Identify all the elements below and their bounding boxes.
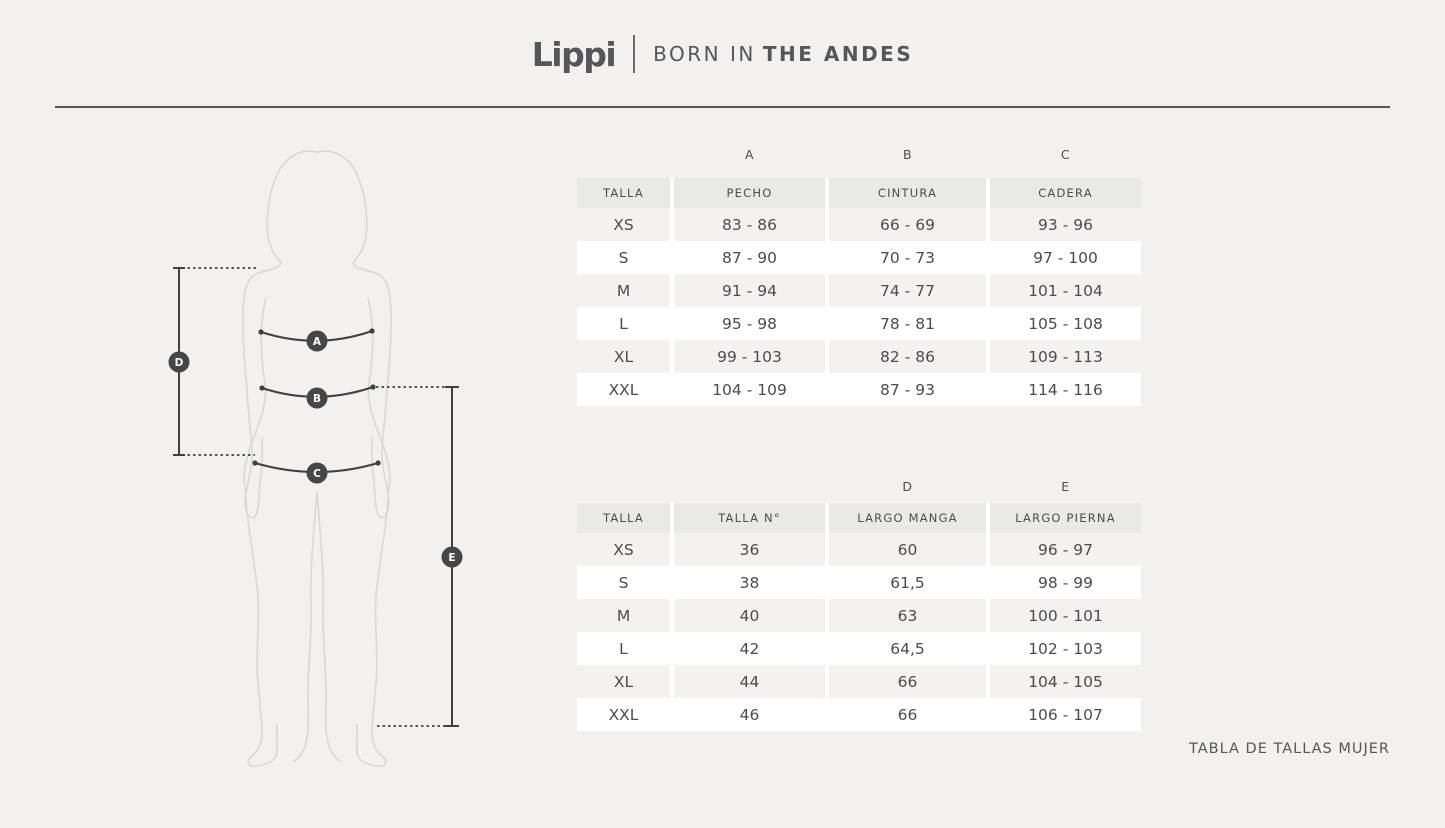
table-cell: 96 - 97 (990, 533, 1141, 566)
marker-c-label: C (313, 468, 321, 480)
lippi-logo: Lippi (531, 34, 617, 74)
table-cell: 42 (674, 632, 825, 665)
column-letter-a: A (744, 147, 755, 162)
table-cell: L (577, 307, 670, 340)
marker-d-badge (168, 351, 190, 373)
table-cell: 46 (674, 698, 825, 731)
tagline-bold: THE ANDES (762, 42, 914, 66)
column-letter-empty (674, 478, 825, 495)
column-letter-empty (577, 478, 670, 495)
table-cell: 66 (829, 665, 986, 698)
marker-b-label: B (313, 393, 321, 405)
table-cell: 70 - 73 (829, 241, 986, 274)
logo-separator (633, 35, 636, 73)
column-letter-empty (577, 146, 670, 163)
table-cell: 109 - 113 (990, 340, 1141, 373)
table-cell: 44 (674, 665, 825, 698)
table-cell: 36 (674, 533, 825, 566)
table-cell: 87 - 90 (674, 241, 825, 274)
marker-e-badge (441, 546, 463, 568)
table-cell: 97 - 100 (990, 241, 1141, 274)
table-cell: 106 - 107 (990, 698, 1141, 731)
table-header-largo-manga: LARGO MANGA (829, 503, 986, 533)
column-letter-c: C (1060, 147, 1071, 162)
table-cell: 60 (829, 533, 986, 566)
table-cell: 114 - 116 (990, 373, 1141, 406)
table-header-pecho: PECHO (674, 178, 825, 208)
table-cell: 101 - 104 (990, 274, 1141, 307)
column-letter-d: D (902, 479, 913, 494)
marker-a-label: A (313, 336, 322, 348)
female-silhouette-figure: A B C D E (168, 150, 463, 767)
marker-a-badge (306, 330, 328, 352)
table-header-largo-pierna: LARGO PIERNA (990, 503, 1141, 533)
table-cell: XXL (577, 698, 670, 731)
table-cell: 61,5 (829, 566, 986, 599)
table-cell: 66 (829, 698, 986, 731)
table-header-talla: TALLA (577, 178, 670, 208)
body-measurement-diagram: A B C D E (140, 130, 470, 790)
table-cell: XS (577, 533, 670, 566)
table-cell: 104 - 105 (990, 665, 1141, 698)
table-header-talla: TALLA (577, 503, 670, 533)
chart-caption: TABLA DE TALLAS MUJER (1189, 741, 1390, 757)
table-cell: 74 - 77 (829, 274, 986, 307)
table-cell: 40 (674, 599, 825, 632)
table-cell: 63 (829, 599, 986, 632)
marker-c-badge (306, 462, 328, 484)
table-cell: M (577, 599, 670, 632)
column-letter-b: B (902, 147, 913, 162)
table-cell: 66 - 69 (829, 208, 986, 241)
table-cell: XXL (577, 373, 670, 406)
table-cell: S (577, 241, 670, 274)
table-cell: L (577, 632, 670, 665)
table-header-talla-numero: TALLA N° (674, 503, 825, 533)
table-cell: 93 - 96 (990, 208, 1141, 241)
header-divider (55, 106, 1390, 108)
table-cell: 99 - 103 (674, 340, 825, 373)
size-table-lengths: TALLA TALLA N° LARGO MANGA LARGO PIERNA … (577, 503, 1141, 731)
table-header-cadera: CADERA (990, 178, 1141, 208)
table-cell: 100 - 101 (990, 599, 1141, 632)
size-table-circumferences: TALLA PECHO CINTURA CADERA XS 83 - 86 66 -… (577, 178, 1141, 406)
marker-e-label: E (448, 552, 455, 564)
marker-b-badge (306, 387, 328, 409)
arc-end-dots (252, 328, 381, 466)
table-cell: 83 - 86 (674, 208, 825, 241)
table-cell: M (577, 274, 670, 307)
marker-badges: A B C D E (168, 330, 463, 568)
brand-header: Lippi BORN IN THE ANDES (0, 28, 1445, 80)
table-header-cintura: CINTURA (829, 178, 986, 208)
table-cell: 64,5 (829, 632, 986, 665)
table-cell: 82 - 86 (829, 340, 986, 373)
table-cell: XL (577, 340, 670, 373)
table-cell: XL (577, 665, 670, 698)
table-cell: S (577, 566, 670, 599)
table-cell: 95 - 98 (674, 307, 825, 340)
table-cell: 104 - 109 (674, 373, 825, 406)
table-cell: 102 - 103 (990, 632, 1141, 665)
table-cell: 98 - 99 (990, 566, 1141, 599)
table-cell: XS (577, 208, 670, 241)
table-cell: 105 - 108 (990, 307, 1141, 340)
table-cell: 87 - 93 (829, 373, 986, 406)
table1-column-letters: A B C (577, 146, 1141, 163)
brand-tagline: BORN IN THE ANDES (653, 42, 913, 66)
tagline-regular: BORN IN (653, 42, 756, 66)
marker-d-label: D (175, 357, 184, 369)
silhouette-outline (242, 150, 392, 767)
table-cell: 91 - 94 (674, 274, 825, 307)
column-letter-e: E (1061, 479, 1070, 494)
table-cell: 78 - 81 (829, 307, 986, 340)
table-cell: 38 (674, 566, 825, 599)
table2-column-letters: D E (577, 478, 1141, 495)
